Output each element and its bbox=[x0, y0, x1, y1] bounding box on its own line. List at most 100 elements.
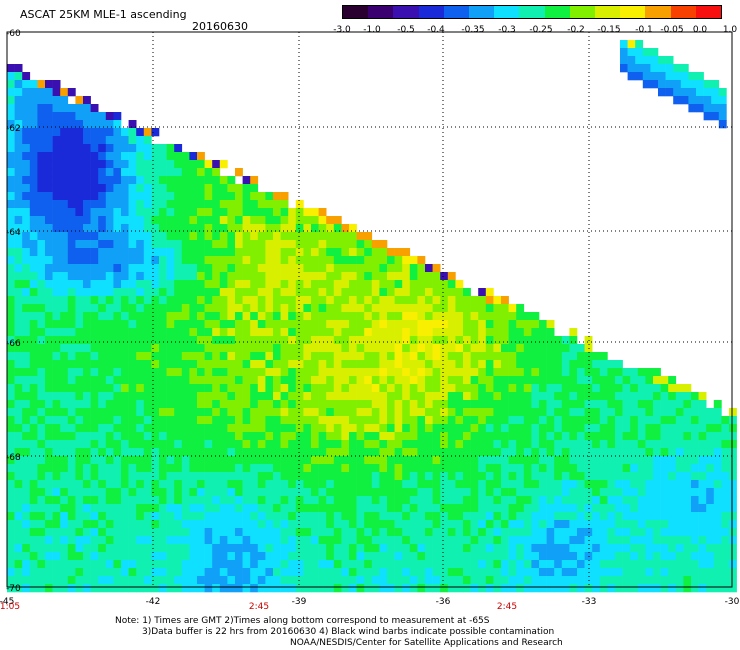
data-cell bbox=[90, 144, 99, 153]
data-cell bbox=[280, 488, 289, 497]
data-cell bbox=[675, 448, 684, 457]
data-cell bbox=[105, 400, 114, 409]
data-cell bbox=[493, 544, 502, 553]
data-cell bbox=[349, 336, 357, 345]
data-cell bbox=[113, 264, 122, 273]
data-cell bbox=[615, 584, 623, 593]
data-cell bbox=[189, 272, 198, 281]
data-cell bbox=[409, 384, 418, 393]
data-cell bbox=[136, 472, 145, 481]
data-cell bbox=[387, 488, 395, 497]
data-cell bbox=[288, 296, 297, 305]
data-cell bbox=[197, 192, 205, 201]
data-cell bbox=[665, 88, 674, 97]
data-cell bbox=[29, 568, 38, 577]
data-cell bbox=[37, 176, 46, 185]
data-cell bbox=[83, 192, 91, 201]
data-cell bbox=[29, 312, 38, 321]
data-cell bbox=[189, 152, 198, 161]
data-cell bbox=[67, 408, 76, 417]
data-cell bbox=[52, 528, 61, 537]
data-cell bbox=[531, 480, 540, 489]
data-cell bbox=[159, 384, 167, 393]
data-cell bbox=[166, 232, 175, 241]
data-cell bbox=[463, 376, 471, 385]
data-cell bbox=[379, 432, 388, 441]
data-cell bbox=[463, 440, 471, 449]
data-cell bbox=[333, 536, 342, 545]
data-cell bbox=[60, 248, 69, 257]
data-cell bbox=[250, 392, 259, 401]
data-cell bbox=[592, 376, 601, 385]
data-cell bbox=[706, 496, 715, 505]
data-cell bbox=[402, 408, 411, 417]
data-cell bbox=[273, 488, 281, 497]
data-cell bbox=[630, 416, 639, 425]
data-cell bbox=[60, 136, 69, 145]
data-cell bbox=[478, 552, 487, 561]
data-cell bbox=[417, 432, 426, 441]
data-cell bbox=[531, 544, 540, 553]
data-cell bbox=[371, 280, 380, 289]
data-cell bbox=[52, 472, 61, 481]
data-cell bbox=[7, 512, 15, 521]
data-cell bbox=[143, 576, 152, 585]
data-cell bbox=[250, 384, 259, 393]
data-cell bbox=[660, 512, 669, 521]
data-cell bbox=[637, 376, 646, 385]
time-label: 2:45 bbox=[249, 602, 269, 612]
data-cell bbox=[75, 536, 84, 545]
data-cell bbox=[75, 240, 84, 249]
data-cell bbox=[683, 384, 692, 393]
data-cell bbox=[653, 480, 661, 489]
data-cell bbox=[60, 584, 69, 593]
data-cell bbox=[650, 72, 659, 81]
data-cell bbox=[356, 416, 365, 425]
data-cell bbox=[501, 504, 509, 513]
data-cell bbox=[22, 168, 31, 177]
data-cell bbox=[645, 520, 654, 529]
data-cell bbox=[691, 520, 699, 529]
data-cell bbox=[52, 128, 61, 137]
data-cell bbox=[166, 392, 175, 401]
data-cell bbox=[136, 584, 145, 593]
data-cell bbox=[516, 392, 525, 401]
data-cell bbox=[128, 272, 137, 281]
data-cell bbox=[136, 424, 145, 433]
data-cell bbox=[143, 408, 152, 417]
data-cell bbox=[288, 544, 297, 553]
data-cell bbox=[650, 80, 659, 89]
data-cell bbox=[356, 384, 365, 393]
data-cell bbox=[227, 192, 236, 201]
data-cell bbox=[166, 440, 175, 449]
data-cell bbox=[52, 576, 61, 585]
data-cell bbox=[387, 256, 395, 265]
data-cell bbox=[387, 296, 395, 305]
data-cell bbox=[75, 392, 84, 401]
data-cell bbox=[14, 488, 23, 497]
data-cell bbox=[303, 376, 312, 385]
data-cell bbox=[151, 496, 160, 505]
data-cell bbox=[470, 536, 479, 545]
data-cell bbox=[14, 448, 23, 457]
data-cell bbox=[29, 160, 38, 169]
data-cell bbox=[37, 424, 46, 433]
data-cell bbox=[485, 288, 494, 297]
data-cell bbox=[630, 584, 639, 593]
data-cell bbox=[440, 312, 449, 321]
data-cell bbox=[121, 464, 129, 473]
data-cell bbox=[75, 336, 84, 345]
data-cell bbox=[189, 416, 198, 425]
data-cell bbox=[227, 296, 236, 305]
data-cell bbox=[455, 408, 464, 417]
data-cell bbox=[561, 352, 570, 361]
data-cell bbox=[615, 480, 623, 489]
data-cell bbox=[242, 400, 251, 409]
data-cell bbox=[569, 528, 578, 537]
data-cell bbox=[181, 576, 190, 585]
data-cell bbox=[29, 432, 38, 441]
data-cell bbox=[622, 472, 631, 481]
data-cell bbox=[561, 424, 570, 433]
data-cell bbox=[554, 496, 563, 505]
data-cell bbox=[371, 456, 380, 465]
